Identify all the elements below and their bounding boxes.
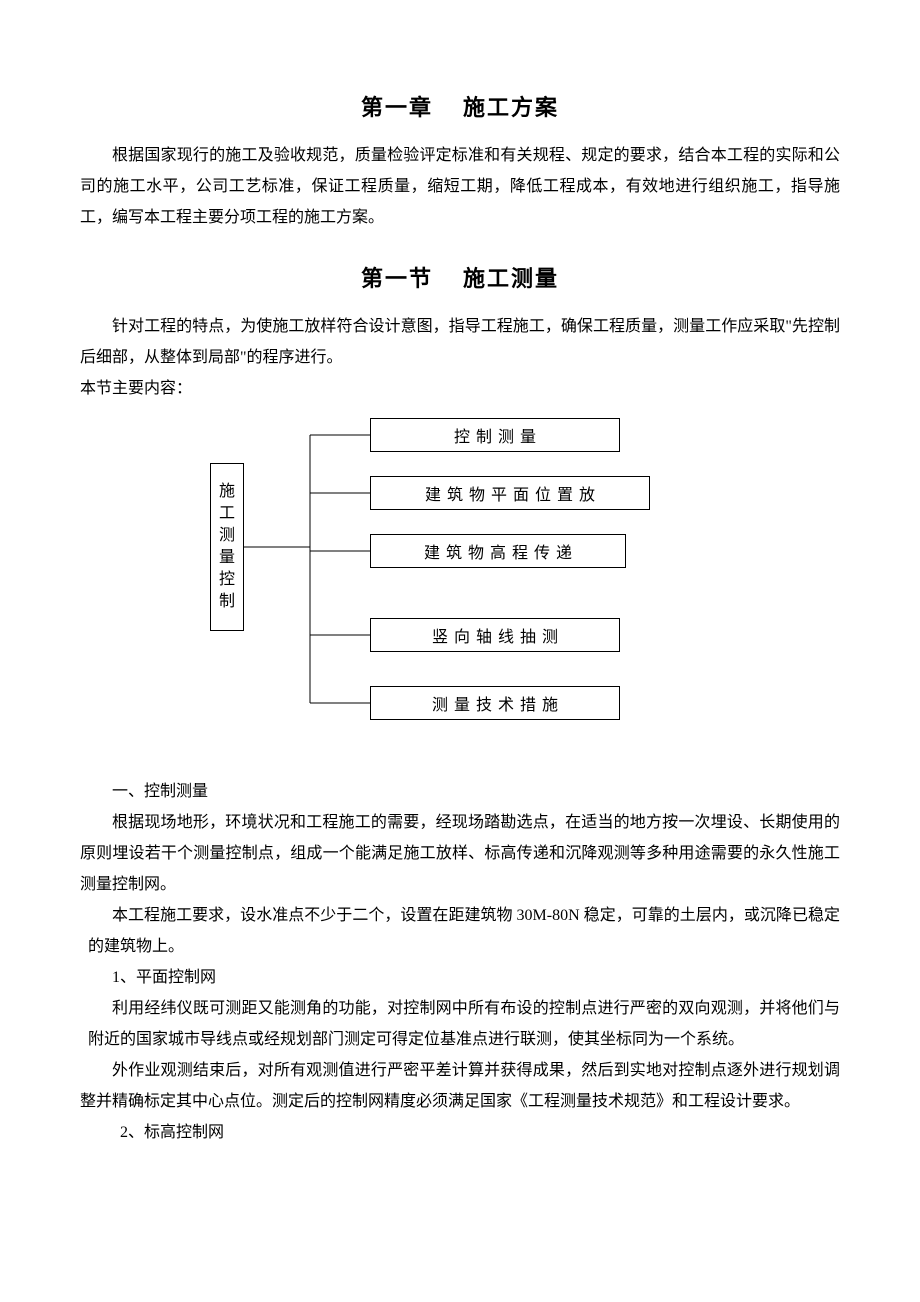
heading-elevation-control: 2、标高控制网 bbox=[80, 1117, 840, 1148]
heading-control-survey: 一、控制测量 bbox=[80, 776, 840, 807]
flow-diagram: 施工测量控制 控制测量建筑物平面位置放建筑物高程传递竖向轴线抽测测量技术措施 bbox=[80, 418, 840, 748]
section-name: 施工测量 bbox=[463, 266, 559, 291]
chapter-title: 第一章 施工方案 bbox=[80, 90, 840, 122]
section-number: 第一节 bbox=[361, 266, 433, 291]
flow-leaf-node: 控制测量 bbox=[370, 418, 620, 452]
paragraph-4: 外作业观测结束后，对所有观测值进行严密平差计算并获得成果，然后到实地对控制点逐外… bbox=[80, 1055, 840, 1117]
document-page: 第一章 施工方案 根据国家现行的施工及验收规范，质量检验评定标准和有关规程、规定… bbox=[0, 0, 920, 1302]
chapter-number: 第一章 bbox=[361, 95, 433, 120]
paragraph-1: 根据现场地形，环境状况和工程施工的需要，经现场踏勘选点，在适当的地方按一次埋设、… bbox=[80, 807, 840, 900]
flow-root-node: 施工测量控制 bbox=[210, 463, 244, 631]
flow-leaf-node: 建筑物平面位置放 bbox=[370, 476, 650, 510]
heading-plane-control: 1、平面控制网 bbox=[80, 962, 840, 993]
paragraph-3: 利用经纬仪既可测距又能测角的功能，对控制网中所有布设的控制点进行严密的双向观测，… bbox=[88, 993, 840, 1055]
section-title: 第一节 施工测量 bbox=[80, 261, 840, 293]
chapter-name: 施工方案 bbox=[463, 95, 559, 120]
flow-leaf-node: 测量技术措施 bbox=[370, 686, 620, 720]
section-list-label: 本节主要内容： bbox=[80, 373, 840, 404]
paragraph-2: 本工程施工要求，设水准点不少于二个，设置在距建筑物 30M-80N 稳定，可靠的… bbox=[88, 900, 840, 962]
section-intro-paragraph: 针对工程的特点，为使施工放样符合设计意图，指导工程施工，确保工程质量，测量工作应… bbox=[80, 311, 840, 373]
chapter-intro-paragraph: 根据国家现行的施工及验收规范，质量检验评定标准和有关规程、规定的要求，结合本工程… bbox=[80, 140, 840, 233]
flow-diagram-canvas: 施工测量控制 控制测量建筑物平面位置放建筑物高程传递竖向轴线抽测测量技术措施 bbox=[80, 418, 840, 748]
flow-leaf-node: 竖向轴线抽测 bbox=[370, 618, 620, 652]
flow-leaf-node: 建筑物高程传递 bbox=[370, 534, 626, 568]
